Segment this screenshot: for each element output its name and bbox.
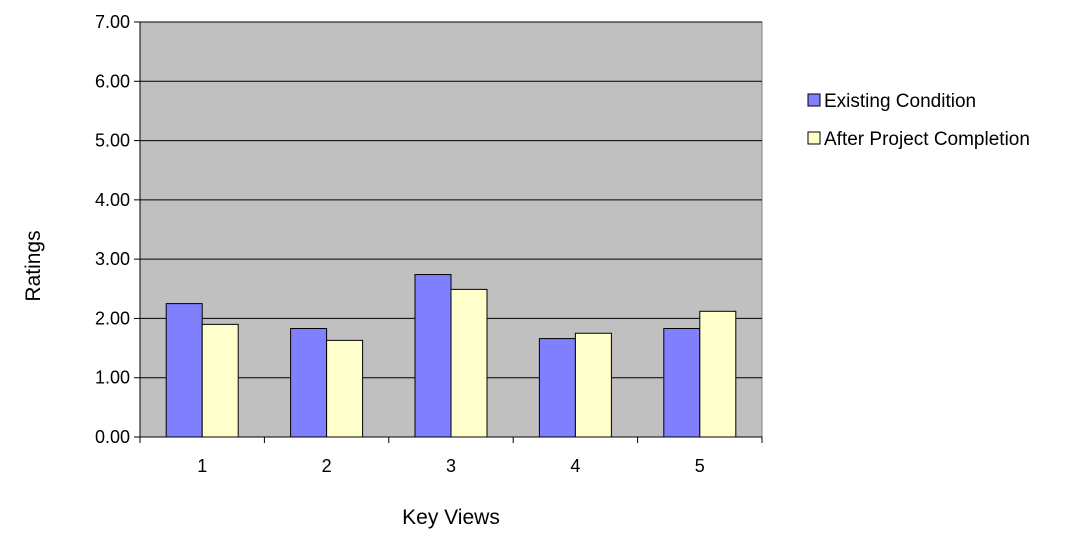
bar-after-4 <box>574 332 612 438</box>
y-ticks: 0.00 1.00 2.00 3.00 4.00 5.00 6.00 7.00 <box>95 12 140 447</box>
y-tick-label: 5.00 <box>95 131 130 151</box>
legend: Existing Condition After Project Complet… <box>807 91 1030 150</box>
y-tick-label: 6.00 <box>95 71 130 91</box>
x-tick-label: 5 <box>695 456 705 476</box>
legend-label-after: After Project Completion <box>824 129 1030 150</box>
y-tick-label: 3.00 <box>95 249 130 269</box>
bar-existing-1 <box>165 303 203 438</box>
x-ticks: 1 2 3 4 5 <box>139 437 763 476</box>
bar-after-5 <box>699 310 737 438</box>
bar-existing-5 <box>663 328 701 438</box>
bars <box>165 274 737 438</box>
legend-swatch-after <box>807 131 821 145</box>
y-axis-label: Ratings <box>22 230 45 301</box>
bar-existing-4 <box>538 338 576 438</box>
x-tick-label: 2 <box>322 456 332 476</box>
bar-existing-3 <box>414 274 452 438</box>
gridlines <box>140 21 762 379</box>
y-tick-label: 4.00 <box>95 190 130 210</box>
y-tick-label: 2.00 <box>95 308 130 328</box>
y-tick-label: 7.00 <box>95 12 130 32</box>
legend-swatch-existing <box>807 93 821 107</box>
axes <box>139 22 762 438</box>
bar-existing-2 <box>290 328 328 438</box>
legend-label-existing: Existing Condition <box>824 91 976 112</box>
x-tick-label: 4 <box>570 456 580 476</box>
bar-after-2 <box>326 339 364 438</box>
y-tick-label: 0.00 <box>95 427 130 447</box>
x-tick-label: 1 <box>197 456 207 476</box>
x-axis-label: Key Views <box>402 506 500 529</box>
x-tick-label: 3 <box>446 456 456 476</box>
bar-after-3 <box>450 288 488 438</box>
y-tick-label: 1.00 <box>95 368 130 388</box>
bar-after-1 <box>201 323 239 438</box>
